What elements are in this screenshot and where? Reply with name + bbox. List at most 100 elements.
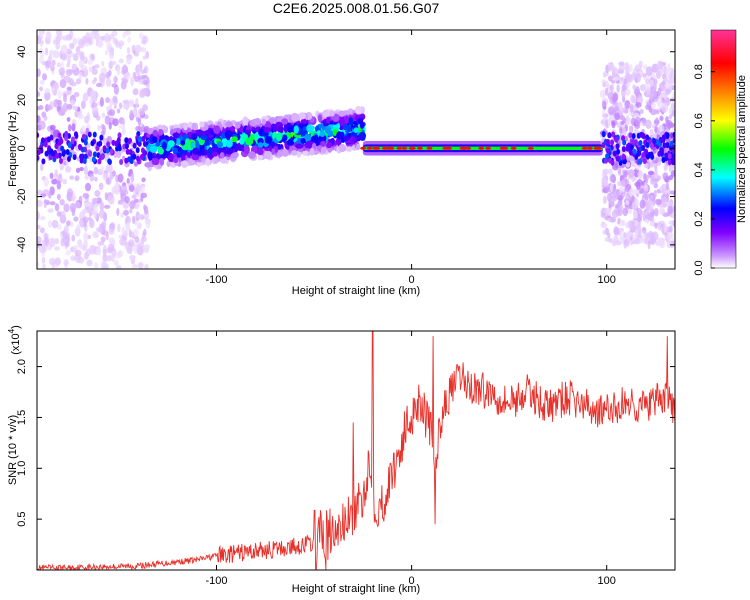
spectrogram-cell (131, 194, 137, 199)
spectrogram-cell (204, 138, 210, 146)
spectrogram-cell (142, 141, 147, 148)
spectrogram-cell (66, 220, 71, 226)
spectrogram-cell (264, 135, 273, 144)
spectrogram-cell (205, 157, 211, 167)
spectrogram-cell (66, 188, 74, 198)
spectrogram-cell (631, 133, 636, 140)
spectrogram-cell (147, 152, 153, 161)
spectrogram-cell (84, 42, 90, 47)
spectrogram-cell (102, 125, 106, 135)
spectrogram-cell (671, 159, 675, 166)
spectrogram-cell (224, 130, 233, 139)
spectrogram-cell (51, 59, 56, 66)
spectrogram-cell (123, 229, 129, 238)
spectrogram-cell (90, 53, 95, 62)
spectrogram-cell (49, 124, 56, 131)
spectrogram-cell (167, 140, 175, 147)
spectrogram-cell (38, 47, 43, 53)
spectrogram-cell (268, 117, 277, 124)
spectrogram-cell (118, 42, 123, 50)
spectrogram-cell (216, 141, 223, 149)
spectrogram-cell (625, 200, 630, 206)
spectrogram-cell (57, 90, 62, 100)
spectrogram-cell (635, 65, 641, 70)
spectrogram-cell (348, 117, 354, 126)
spectrogram-cell (659, 115, 664, 121)
spectrogram-cell (604, 87, 609, 96)
snr-y-ticks: 0.5 1.0 1.5 2.0 (16, 359, 675, 527)
spectrogram-cell (304, 133, 312, 142)
spectrogram-cell (64, 75, 71, 84)
spectrogram-cell (56, 62, 62, 68)
spectrogram-cell (72, 53, 79, 62)
spectrogram-cell (116, 207, 120, 217)
spectrogram-cell (63, 225, 69, 234)
spectrogram-cell (89, 244, 97, 255)
spectrogram-cell (113, 76, 118, 84)
spectrogram-cell (600, 212, 607, 219)
spectrogram-cell (117, 223, 121, 233)
spectrogram-cell (263, 150, 272, 160)
snr-scale-factor: (x104) (7, 325, 22, 355)
spectrogram-cell (103, 204, 111, 209)
spectrogram-cell (242, 117, 247, 124)
spectrogram-cell (624, 61, 630, 70)
spectrogram-cell (668, 220, 674, 225)
spectrogram-feature-0 (37, 30, 151, 269)
spectrogram-cell (662, 172, 669, 181)
spectrogram-cell (112, 95, 118, 103)
snr-y-tick-label: 2.0 (16, 359, 28, 374)
spectrogram-feature-1 (144, 105, 367, 172)
spectrogram-cell (86, 259, 93, 267)
spectrogram-cell (42, 263, 46, 269)
spectrogram-cell (141, 39, 147, 45)
spectrogram-cell (43, 199, 50, 204)
colorbar-tick-label: 0.2 (693, 211, 705, 226)
spectrogram-cell (272, 125, 278, 133)
spectrogram-cell (604, 186, 610, 191)
spectrogram-cell (44, 150, 49, 157)
spectrogram-cell (152, 136, 158, 143)
spectrogram-cell (69, 175, 75, 180)
spectrogram-cell (649, 151, 654, 158)
spectrogram-cell (659, 137, 664, 144)
spectrogram-heatmap (37, 30, 675, 269)
spectrogram-cell (89, 217, 94, 226)
spectrogram-cell (321, 145, 327, 154)
spectrogram-cell (648, 203, 654, 213)
spectrogram-cell (611, 209, 619, 219)
spectrogram-cell (647, 170, 655, 176)
snr-line-layer (37, 331, 675, 570)
spectrogram-cell (617, 167, 622, 175)
spectrogram-cell (39, 215, 46, 221)
spectrogram-cell (47, 208, 54, 213)
spectrogram-cell (355, 134, 362, 142)
spectrogram-cell (46, 136, 51, 143)
spectrogram-cell (118, 124, 125, 129)
spectrogram-cell (83, 239, 88, 250)
spectrogram-cell (621, 219, 626, 227)
spectrogram-cell (281, 118, 289, 125)
spectrogram-cell (43, 177, 50, 187)
spectrogram-cell (76, 224, 81, 235)
spectrogram-cell (91, 197, 99, 203)
spectrogram-cell (613, 189, 620, 199)
spectrogram-cell (64, 241, 70, 248)
spectrogram-cell (278, 125, 284, 134)
spectrogram-cell (617, 217, 621, 225)
spectrogram-cell (634, 239, 641, 245)
spectrogram-cell (37, 149, 41, 156)
spectrogram-cell (612, 92, 619, 103)
spectrogram-cell (663, 162, 667, 172)
spectrogram-cell (631, 139, 636, 146)
spectrogram-cell (339, 118, 346, 126)
spectrogram-cell (124, 196, 130, 204)
spectrogram-cell (632, 148, 637, 155)
spectrogram-cell (654, 78, 658, 85)
spectrogram-cell (645, 134, 650, 141)
spectrogram-cell (295, 143, 304, 149)
spectrogram-cell (57, 224, 62, 231)
spectrogram-cell (95, 145, 100, 152)
spectrogram-cell (632, 209, 638, 220)
spectrogram-cell (639, 199, 646, 209)
